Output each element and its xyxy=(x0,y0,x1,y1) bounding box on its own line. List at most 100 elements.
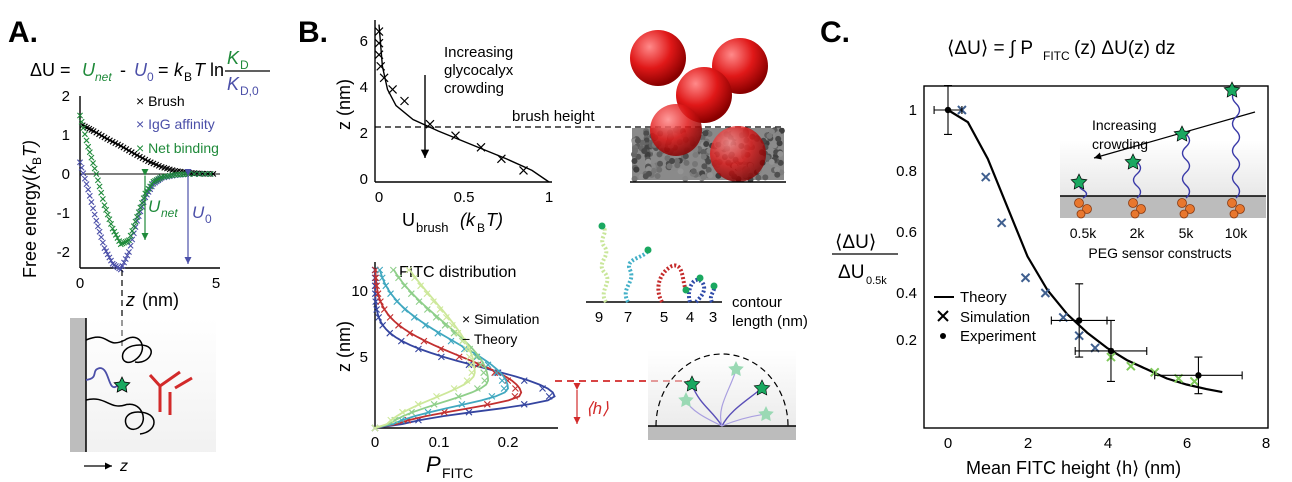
svg-text:T): T) xyxy=(486,210,503,230)
a-annot-u0-sub: 0 xyxy=(205,212,212,226)
a-point-brush xyxy=(98,132,105,139)
a-annot-unet-sub: net xyxy=(161,206,178,220)
svg-text:T): T) xyxy=(20,140,40,157)
c-construct-10k: 10k xyxy=(1225,225,1249,241)
a-annot-unet: U xyxy=(148,197,161,216)
a-point-net-binding xyxy=(96,183,103,190)
a-point-net-binding xyxy=(127,232,134,239)
a-point-igg-affinity xyxy=(94,223,101,230)
c-ytick-1: 1 xyxy=(909,102,917,119)
b-bot-sim-point xyxy=(372,274,380,282)
svg-text:brush: brush xyxy=(416,220,449,235)
c-sim-point xyxy=(1126,361,1136,371)
c-exp-point xyxy=(1107,347,1115,355)
a-point-net-binding xyxy=(101,202,108,209)
b-legend-theory: − Theory xyxy=(462,331,517,347)
brush-bead xyxy=(633,166,640,173)
b-bot-sim-point xyxy=(511,393,519,400)
brush-bead xyxy=(682,175,689,182)
panel-b-bottom-plot xyxy=(371,266,556,432)
peg-anchor xyxy=(1179,209,1189,219)
fitc-star-icon xyxy=(1173,125,1191,142)
panel-c: C. ⟨ΔU⟩ = ∫ P FITC (z) ΔU(z) dz 1 0.8 0.… xyxy=(820,16,1270,478)
b-bot-sim-point xyxy=(437,353,445,361)
b-bot-sim-point xyxy=(415,345,422,353)
b-bot-sim-point xyxy=(434,329,442,337)
a-point-igg-affinity xyxy=(127,242,134,249)
c-xtick-8: 8 xyxy=(1262,435,1270,452)
c-sim-point xyxy=(996,218,1007,228)
peg-anchor xyxy=(1076,209,1086,219)
a-ytick-2: 2 xyxy=(62,88,70,105)
c-ytick-02: 0.2 xyxy=(896,332,917,349)
a-xlabel: z xyxy=(125,290,135,310)
svg-text:Free energy(: Free energy( xyxy=(20,175,40,278)
a-point-net-binding xyxy=(117,241,124,248)
panel-b-letter: B. xyxy=(298,16,328,49)
b-bot-sim-point xyxy=(420,337,428,345)
a-point-net-binding xyxy=(122,238,129,245)
eq-unet-sub: net xyxy=(95,70,112,84)
c-legend-sim: Simulation xyxy=(960,309,1030,326)
a-point-net-binding xyxy=(116,238,123,245)
b-bot-sim-point xyxy=(374,290,382,298)
c-ytick-04: 0.4 xyxy=(896,285,917,302)
a-point-igg-affinity xyxy=(80,170,87,177)
a-point-net-binding xyxy=(125,237,132,244)
b-legend-sim: × Simulation xyxy=(462,311,539,327)
antibody-icon xyxy=(148,370,193,415)
b-bot-sim-point xyxy=(474,361,482,369)
a-point-igg-affinity xyxy=(85,186,92,193)
brush-bead xyxy=(778,127,785,134)
b-bot-sim-point xyxy=(477,361,485,369)
svg-text:k: k xyxy=(20,164,40,174)
svg-text:(k: (k xyxy=(460,210,476,230)
eq-num-sub: D xyxy=(240,58,249,72)
b-bot-sim-point xyxy=(389,266,397,274)
c-xtick-2: 2 xyxy=(1024,435,1032,452)
b-bot-sim-point xyxy=(386,314,394,321)
b-bot-xlabel-sub: FITC xyxy=(442,465,473,481)
panel-c-plot xyxy=(933,85,1243,395)
b-crowd-text-2: glycocalyx xyxy=(444,62,514,79)
brush-bead xyxy=(631,158,638,164)
a-point-net-binding xyxy=(207,171,214,177)
a-point-igg-affinity xyxy=(96,228,103,235)
peg-anchor xyxy=(1229,209,1239,219)
a-point-brush xyxy=(128,149,135,156)
b-top-xtick-1: 1 xyxy=(545,189,553,206)
b-bot-sim-point xyxy=(500,385,508,392)
b-h-label: ⟨h⟩ xyxy=(586,399,609,418)
peg-anchor xyxy=(1136,204,1146,214)
b-bot-sim-point xyxy=(376,266,384,274)
b-bot-sim-point xyxy=(520,400,528,408)
c-exp-point xyxy=(1075,317,1083,324)
brush-bead xyxy=(656,166,663,173)
a-point-igg-affinity xyxy=(90,205,97,212)
a-point-net-binding xyxy=(134,213,141,220)
c-ylabel-num: ⟨ΔU⟩ xyxy=(835,232,876,253)
brush-bead xyxy=(645,158,652,165)
peg-anchor xyxy=(1177,198,1187,208)
eq-ln: ln xyxy=(210,60,224,80)
a-point-igg-affinity xyxy=(104,251,111,258)
a-point-igg-affinity xyxy=(83,181,90,188)
b-bot-sim-point xyxy=(433,393,440,400)
brush-bead xyxy=(705,166,712,173)
peg-anchor xyxy=(1185,204,1195,214)
b-bot-sim-point xyxy=(371,424,379,432)
a-point-net-binding xyxy=(80,124,87,131)
peg-anchor xyxy=(1082,204,1092,214)
b-bot-sim-point xyxy=(395,321,402,329)
peg-anchor xyxy=(1235,204,1245,214)
a-ytick-1: 1 xyxy=(62,127,70,144)
a-point-net-binding xyxy=(86,149,93,156)
b-bot-sim-point xyxy=(378,274,386,282)
a-point-brush xyxy=(96,131,103,138)
b-bot-sim-point xyxy=(405,266,413,274)
a-point-net-binding xyxy=(81,131,88,138)
a-legend-igg: × IgG affinity xyxy=(136,116,215,132)
b-bot-sim-point xyxy=(463,345,470,353)
eq-k-sub: B xyxy=(184,70,192,84)
